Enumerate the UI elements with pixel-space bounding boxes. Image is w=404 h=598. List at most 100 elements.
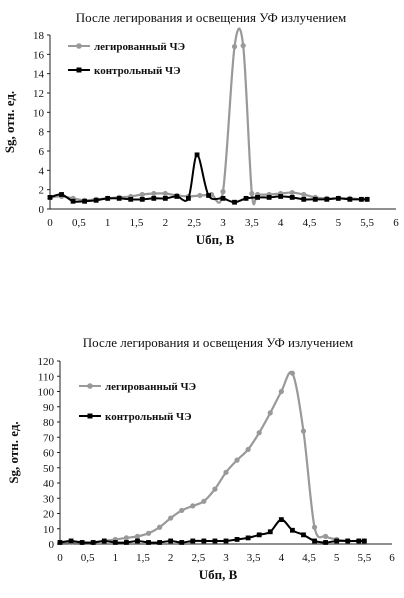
chart-bottom-x-tick-label: 6 xyxy=(389,552,395,564)
chart-bottom-series-2-point xyxy=(361,538,367,544)
chart-top-series-2-point xyxy=(47,195,53,200)
chart-bottom-series-2-point xyxy=(124,540,129,545)
chart-bottom-series-1-point xyxy=(201,498,207,504)
chart-top-series-2-point xyxy=(93,197,99,203)
chart-top-y-tick-label: 10 xyxy=(33,107,45,119)
chart-bottom-x-tick-label: 5 xyxy=(334,552,340,564)
chart-top-x-tick-label: 2 xyxy=(163,217,169,229)
chart-bottom-series-1-point xyxy=(278,388,284,395)
chart-bottom-series-2-point xyxy=(334,538,340,544)
chart-bottom-y-tick-label: 100 xyxy=(38,387,55,399)
chart-bottom-series-1-point xyxy=(323,533,329,539)
chart-top-series-2-point xyxy=(243,195,249,201)
chart-bottom-y-tick-label: 90 xyxy=(43,402,55,414)
chart-top-svg: После легирования и освещения УФ излучен… xyxy=(2,10,399,247)
chart-bottom-y-tick-label: 120 xyxy=(38,356,55,368)
chart-bottom-series-1-point xyxy=(168,515,174,521)
chart-bottom-series-1-point xyxy=(234,457,240,463)
chart-top-series-2-point xyxy=(347,196,353,202)
chart-top-y-tick-label: 6 xyxy=(39,146,45,158)
chart-top-series-2-point xyxy=(194,152,200,158)
chart-top-x-tick-label: 4 xyxy=(278,217,284,229)
chart-top-series-1-point xyxy=(231,44,238,50)
chart-top-x-axis-title: Uбп, В xyxy=(196,232,235,247)
chart-bottom-y-tick-label: 110 xyxy=(38,371,55,383)
chart-bottom-x-tick-label: 1 xyxy=(113,552,119,564)
chart-top-title: После легирования и освещения УФ излучен… xyxy=(76,10,347,25)
chart-top-y-tick-label: 18 xyxy=(33,30,45,42)
chart-bottom-series-2-point xyxy=(179,540,185,545)
chart-top-legend-marker-2 xyxy=(76,67,82,73)
chart-top-y-tick-label: 12 xyxy=(33,88,44,100)
chart-top-y-tick-label: 0 xyxy=(39,204,45,216)
chart-bottom-series-line-1 xyxy=(60,370,365,544)
chart-bottom-series-2-point xyxy=(201,538,207,544)
chart-top-y-axis-title: Sg, отн. ед. xyxy=(2,91,17,153)
chart-bottom-series-1-point xyxy=(267,410,273,416)
chart-bottom-y-tick-label: 0 xyxy=(49,539,55,551)
chart-bottom-y-tick-label: 10 xyxy=(43,524,55,536)
chart-bottom-x-axis-title: Uбп, В xyxy=(199,567,238,582)
chart-top-x-tick-label: 1,5 xyxy=(130,217,144,229)
chart-bottom-series-2-point xyxy=(79,540,85,545)
chart-bottom-series-2-point xyxy=(267,529,273,535)
chart-bottom-series-1-point xyxy=(190,503,196,509)
chart-bottom-y-tick-label: 50 xyxy=(43,463,55,475)
chart-top-x-tick-label: 0 xyxy=(47,217,53,229)
chart-bottom-series-2-point xyxy=(146,540,151,545)
chart-top-series-2-point xyxy=(116,195,122,201)
chart-top-series-2-point xyxy=(105,195,111,201)
chart-bottom-series-2-point xyxy=(112,540,118,545)
chart-top-series-2-point xyxy=(151,195,157,201)
chart-bottom-series-2-point xyxy=(345,538,351,544)
chart-bottom-legend-label-2: контрольный ЧЭ xyxy=(105,411,192,423)
chart-bottom-series-2-point xyxy=(301,532,306,538)
chart-top: После легирования и освещения УФ излучен… xyxy=(0,0,404,270)
chart-bottom-series-2-point xyxy=(290,527,295,533)
chart-top-x-tick-label: 5,5 xyxy=(360,217,374,229)
chart-top-series-2-point xyxy=(174,194,180,199)
chart-top-series-2-point xyxy=(186,195,191,201)
chart-top-series-2-point xyxy=(289,195,295,200)
chart-bottom-svg: После легирования и освещения УФ излучен… xyxy=(6,335,395,582)
chart-bottom-x-tick-label: 1,5 xyxy=(136,552,150,564)
chart-top-y-tick-label: 4 xyxy=(39,165,45,177)
chart-bottom-series-1-point xyxy=(212,486,218,492)
chart-top-x-tick-label: 5 xyxy=(336,217,342,229)
chart-bottom-series-2-point xyxy=(245,535,251,541)
chart-bottom-x-tick-label: 3,5 xyxy=(247,552,261,564)
chart-top-series-1-point xyxy=(151,190,157,197)
chart-bottom-x-tick-label: 2,5 xyxy=(191,552,205,564)
chart-bottom-series-1-point xyxy=(223,469,229,475)
chart-bottom-series-2-point xyxy=(135,538,140,544)
chart-top-series-line-1 xyxy=(49,27,368,206)
chart-bottom-series-2-point xyxy=(256,532,262,538)
chart-bottom-series-1-point xyxy=(179,507,185,514)
chart-bottom: После легирования и освещения УФ излучен… xyxy=(0,330,404,598)
chart-bottom-series-1-point xyxy=(123,535,129,541)
chart-bottom-series-1-point xyxy=(157,524,163,530)
chart-top-series-2-point xyxy=(82,198,87,204)
chart-bottom-series-2-point xyxy=(223,538,229,544)
chart-top-series-1-point xyxy=(289,189,295,196)
chart-bottom-series-1-point xyxy=(145,530,152,536)
chart-bottom-series-1-point xyxy=(311,524,318,530)
chart-top-x-tick-label: 6 xyxy=(393,217,399,229)
chart-bottom-series-2-point xyxy=(323,540,328,545)
chart-bottom-series-2-point xyxy=(157,540,162,545)
chart-bottom-x-tick-label: 4 xyxy=(279,552,285,564)
chart-bottom-series-2-point xyxy=(234,537,240,542)
chart-bottom-x-tick-label: 4,5 xyxy=(302,552,316,564)
chart-top-series-2-point xyxy=(364,196,370,202)
chart-bottom-series-2-point xyxy=(101,538,107,544)
chart-bottom-series-1-point xyxy=(256,430,262,436)
chart-top-series-2-point xyxy=(220,195,226,201)
chart-top-legend-label-2: контрольный ЧЭ xyxy=(94,65,181,77)
chart-top-series-2-point xyxy=(162,195,168,201)
chart-bottom-legend-marker-1 xyxy=(87,383,93,389)
chart-bottom-series-1-point xyxy=(245,446,251,453)
chart-top-series-2-point xyxy=(301,196,307,202)
chart-top-series-2-point xyxy=(139,196,145,202)
chart-top-series-1-point xyxy=(301,191,307,198)
chart-bottom-series-2-point xyxy=(312,538,317,544)
